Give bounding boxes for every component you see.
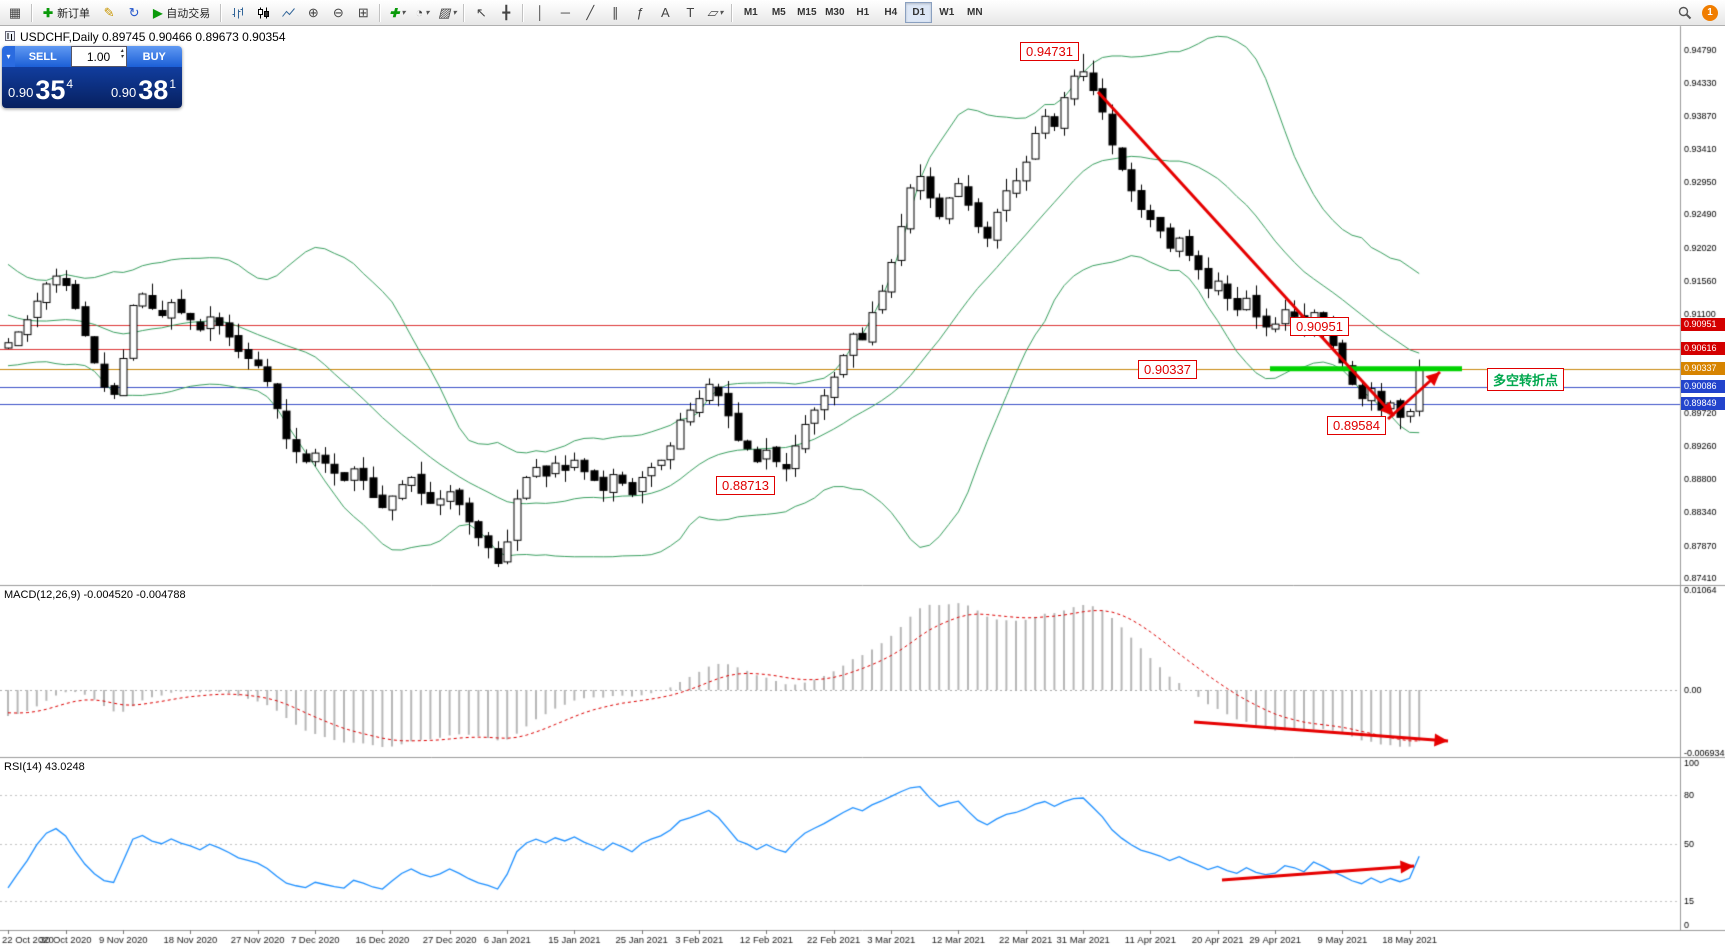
tf-h1[interactable]: H1 xyxy=(856,7,870,18)
price-axis-tag: 0.90337 xyxy=(1681,361,1725,375)
indicators-icon: ✚ xyxy=(389,5,400,20)
shapes-button[interactable]: ▱ ▾ xyxy=(703,2,727,24)
sell-button[interactable]: SELL xyxy=(15,46,71,67)
symbol-ohlc-text: USDCHF,Daily 0.89745 0.90466 0.89673 0.9… xyxy=(20,30,286,44)
template-icon: ▨ xyxy=(438,4,451,20)
tf-w1[interactable]: W1 xyxy=(939,7,955,18)
main-toolbar: ▦ ✚ 新订单 ✎ ↻ ▶ 自动交易 ⊕ ⊖ ⊞ ✚ ▾ ◔ ▾ ▨ ▾ ↖ ╋… xyxy=(0,0,1725,26)
tf-mn[interactable]: MN xyxy=(967,7,983,18)
horizontal-line-icon[interactable]: ─ xyxy=(560,5,570,20)
spin-up-icon[interactable]: ▴ xyxy=(120,48,124,54)
price-axis-tag: 0.90616 xyxy=(1681,341,1725,355)
new-order-icon: ✚ xyxy=(43,5,54,20)
toolbar-separator xyxy=(220,3,223,22)
rsi-indicator-label: RSI(14) 43.0248 xyxy=(4,761,85,773)
symbol-info: USDCHF,Daily 0.89745 0.90466 0.89673 0.9… xyxy=(5,30,286,44)
autotrading-label: 自动交易 xyxy=(166,7,211,20)
one-click-trading-panel: ▾ SELL 1.00 ▴ ▾ BUY 0.90 35 4 0.90 38 1 xyxy=(2,46,182,108)
volume-value: 1.00 xyxy=(86,49,111,64)
toolbar-separator xyxy=(522,3,525,22)
notification-badge[interactable]: 1 xyxy=(1702,4,1718,21)
toolbar-separator xyxy=(379,3,382,22)
buy-price-big: 38 xyxy=(138,75,169,105)
trade-panel-prices: 0.90 35 4 0.90 38 1 xyxy=(2,67,182,108)
buy-price[interactable]: 0.90 38 1 xyxy=(92,67,182,108)
low-price-annotation[interactable]: 0.89584 xyxy=(1327,416,1386,435)
tf-d1[interactable]: D1 xyxy=(905,2,933,23)
autotrading-button[interactable]: ▶ 自动交易 xyxy=(147,3,216,23)
tf-m30[interactable]: M30 xyxy=(825,7,845,18)
buy-price-sup: 1 xyxy=(169,77,176,91)
tile-windows-icon[interactable]: ⊞ xyxy=(357,4,369,20)
periods-button[interactable]: ◔ ▾ xyxy=(410,2,434,24)
clock-icon: ◔ xyxy=(415,5,424,20)
line-chart-icon[interactable] xyxy=(276,2,300,24)
candlestick-chart-icon[interactable] xyxy=(251,2,275,24)
tf-m5[interactable]: M5 xyxy=(771,7,786,18)
zoom-in-icon[interactable]: ⊕ xyxy=(307,4,319,20)
vertical-line-icon[interactable]: │ xyxy=(536,5,545,20)
toolbar-separator xyxy=(31,3,33,22)
bar-chart-icon[interactable] xyxy=(226,2,250,24)
buy-button[interactable]: BUY xyxy=(126,46,182,67)
toolbar-separator xyxy=(731,3,734,22)
trade-panel-header: ▾ SELL 1.00 ▴ ▾ BUY xyxy=(2,46,182,67)
shapes-icon: ▱ xyxy=(707,4,718,20)
support-price-annotation[interactable]: 0.88713 xyxy=(716,476,775,495)
label-tool-icon[interactable]: T xyxy=(686,5,695,20)
sell-price-sup: 4 xyxy=(66,77,74,91)
tf-h4[interactable]: H4 xyxy=(884,7,898,18)
volume-spinner[interactable]: ▴ ▾ xyxy=(120,48,123,60)
search-icon[interactable] xyxy=(1673,2,1697,24)
new-order-button[interactable]: ✚ 新订单 xyxy=(37,3,96,23)
macd-indicator-label: MACD(12,26,9) -0.004520 -0.004788 xyxy=(4,589,186,601)
cursor-icon[interactable]: ↖ xyxy=(475,4,487,20)
collapse-arrow-icon[interactable]: ▾ xyxy=(2,46,15,67)
tf-m1[interactable]: M1 xyxy=(743,7,758,18)
refresh-icon[interactable]: ↻ xyxy=(128,4,140,20)
autotrading-play-icon: ▶ xyxy=(153,5,163,20)
new-order-label: 新订单 xyxy=(57,7,91,20)
chevron-down-icon: ▾ xyxy=(452,8,457,17)
metaeditor-icon[interactable]: ✎ xyxy=(103,4,115,20)
price-axis-tag: 0.90086 xyxy=(1681,379,1725,393)
chevron-down-icon: ▾ xyxy=(719,8,724,17)
resistance-price-annotation[interactable]: 0.90951 xyxy=(1290,317,1349,336)
pivot-price-annotation[interactable]: 0.90337 xyxy=(1138,360,1197,379)
fibonacci-icon[interactable]: ƒ xyxy=(636,5,644,20)
text-tool-icon[interactable]: A xyxy=(660,5,670,20)
trendline-icon[interactable]: ╱ xyxy=(586,4,595,20)
sell-price-big: 35 xyxy=(35,75,66,105)
channel-icon[interactable]: ∥ xyxy=(612,4,619,20)
spin-down-icon[interactable]: ▾ xyxy=(120,54,124,60)
sell-price-small: 0.90 xyxy=(8,85,34,100)
price-axis-tag: 0.89849 xyxy=(1681,396,1725,410)
price-axis-tag: 0.90951 xyxy=(1681,317,1725,331)
chart-window-icon[interactable]: ▦ xyxy=(8,4,22,20)
chevron-down-icon: ▾ xyxy=(425,8,430,17)
chevron-down-icon: ▾ xyxy=(401,8,406,17)
zoom-out-icon[interactable]: ⊖ xyxy=(332,4,344,20)
turning-point-label[interactable]: 多空转折点 xyxy=(1487,368,1565,391)
templates-button[interactable]: ▨ ▾ xyxy=(435,2,459,24)
indicators-button[interactable]: ✚ ▾ xyxy=(385,2,409,24)
crosshair-icon[interactable]: ╋ xyxy=(502,4,511,20)
mini-chart-icon xyxy=(5,30,15,44)
buy-price-small: 0.90 xyxy=(110,85,137,100)
sell-price[interactable]: 0.90 35 4 xyxy=(2,67,92,108)
toolbar-separator xyxy=(463,3,466,22)
volume-input[interactable]: 1.00 ▴ ▾ xyxy=(70,46,127,67)
peak-price-annotation[interactable]: 0.94731 xyxy=(1020,42,1079,61)
tf-m15[interactable]: M15 xyxy=(797,7,817,18)
